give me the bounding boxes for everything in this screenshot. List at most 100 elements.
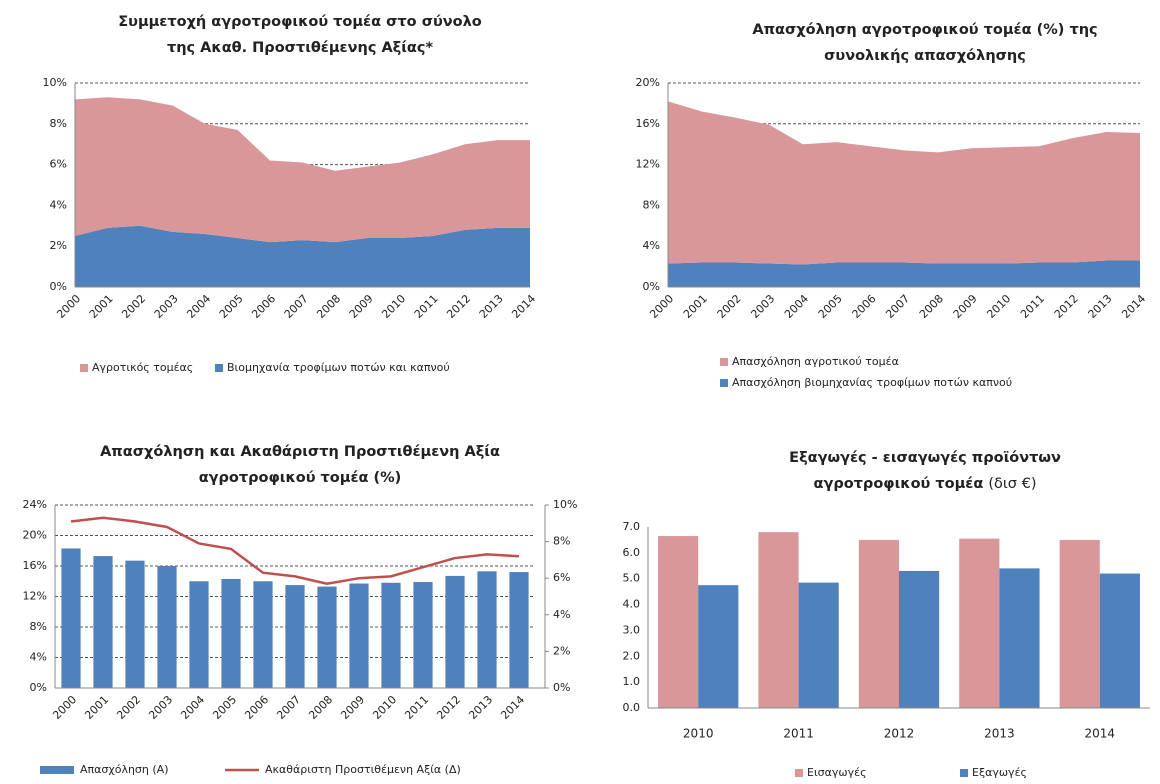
y-tick-label: 16% (23, 559, 47, 572)
x-tick-label: 2004 (184, 292, 213, 321)
line (70, 516, 520, 585)
x-tick-label: 2007 (274, 693, 303, 722)
x-tick-label: 2007 (883, 292, 912, 321)
x-tick-label: 2011 (783, 727, 814, 741)
y-tick-label: 0.0 (623, 701, 641, 714)
legend-marker (960, 769, 968, 777)
x-tick-label: 2005 (816, 292, 845, 321)
legend-marker (40, 766, 74, 774)
x-tick-label: 2000 (647, 292, 676, 321)
area (75, 97, 530, 243)
x-tick-label: 2005 (217, 292, 246, 321)
bar (61, 548, 81, 688)
y-tick-label: 5.0 (623, 572, 641, 585)
bar (381, 582, 401, 688)
x-tick-label: 2001 (82, 693, 111, 722)
x-tick-label: 2012 (444, 292, 473, 321)
x-tick-label: 2009 (338, 693, 367, 722)
x-tick-label: 2006 (249, 292, 278, 321)
x-tick-label: 2008 (917, 292, 946, 321)
y-tick-label: 8% (643, 198, 660, 211)
x-tick-label: 2011 (412, 292, 441, 321)
x-tick-label: 2014 (498, 693, 527, 722)
area (75, 225, 530, 287)
chart: Απασχόληση αγροτροφικού τομέα (%) της συν… (636, 22, 1149, 389)
x-tick-label: 2001 (681, 292, 710, 321)
y-tick-label: 12% (636, 158, 660, 171)
legend-marker (720, 358, 728, 366)
x-tick-label: 2000 (50, 693, 79, 722)
x-tick-label: 2010 (683, 727, 714, 741)
x-tick-label: 2002 (715, 292, 744, 321)
y-tick-label: 1.0 (623, 675, 641, 688)
chart-title: Απασχόληση και Ακαθάριστη Προστιθέμενη Α… (100, 444, 500, 460)
chart: Εξαγωγές - εισαγωγές προϊόντων αγροτροφικ… (623, 450, 1150, 779)
y-tick-label: 20% (23, 529, 47, 542)
x-tick-label: 2002 (119, 292, 148, 321)
y-tick-label: 16% (636, 117, 660, 130)
y2-tick-label: 2% (553, 644, 570, 657)
area (668, 101, 1140, 265)
bar (477, 571, 497, 688)
y2-tick-label: 0% (553, 681, 570, 694)
bar (798, 582, 839, 708)
legend-marker (720, 379, 728, 387)
bar (959, 538, 1000, 708)
legend-label: Εξαγωγές (972, 766, 1027, 779)
y2-tick-label: 4% (553, 608, 570, 621)
x-tick-label: 2012 (1052, 292, 1081, 321)
legend-label: Ακαθάριστη Προστιθέμενη Αξία (Δ) (265, 763, 461, 776)
x-tick-label: 2009 (347, 292, 376, 321)
bar (1099, 573, 1140, 708)
bar (899, 570, 940, 708)
x-tick-label: 2002 (114, 693, 143, 722)
y-tick-label: 2.0 (623, 649, 641, 662)
bar (349, 583, 369, 688)
area (668, 260, 1140, 287)
bar (758, 532, 799, 708)
y-tick-label: 6.0 (623, 546, 641, 559)
legend-label: Απασχόληση (Α) (80, 763, 168, 776)
y-tick-label: 0% (50, 280, 67, 293)
y2-tick-label: 6% (553, 571, 570, 584)
x-tick-label: 2003 (152, 292, 181, 321)
y-tick-label: 20% (636, 76, 660, 89)
chart-title: Εξαγωγές - εισαγωγές προϊόντων (789, 450, 1061, 466)
x-tick-label: 2014 (509, 292, 538, 321)
x-tick-label: 2005 (210, 693, 239, 722)
legend-label: Εισαγωγές (807, 766, 867, 779)
x-tick-label: 2008 (306, 693, 335, 722)
bar (93, 556, 113, 688)
y-tick-label: 0% (30, 681, 47, 694)
x-tick-label: 2010 (984, 292, 1013, 321)
y-tick-label: 10% (43, 76, 67, 89)
x-tick-label: 2013 (1086, 292, 1115, 321)
bar (285, 585, 305, 688)
legend-marker (215, 364, 223, 372)
x-tick-label: 2006 (850, 292, 879, 321)
x-tick-label: 2012 (434, 693, 463, 722)
x-tick-label: 2007 (282, 292, 311, 321)
x-tick-label: 2013 (984, 727, 1015, 741)
bar (157, 566, 177, 688)
x-tick-label: 2009 (951, 292, 980, 321)
bar (253, 581, 273, 688)
chart-title: αγροτροφικού τομέα (δισ €) (814, 476, 1037, 492)
x-tick-label: 2003 (748, 292, 777, 321)
chart-title: αγροτροφικού τομέα (%) (199, 470, 402, 486)
x-tick-label: 2013 (477, 292, 506, 321)
legend-label: Βιομηχανία τροφίμων ποτών και καπνού (227, 361, 450, 374)
bar (858, 539, 899, 708)
legend-label: Αγροτικός τομέας (92, 361, 193, 374)
x-tick-label: 2006 (242, 693, 271, 722)
y-tick-label: 3.0 (623, 623, 641, 636)
x-tick-label: 2001 (87, 292, 116, 321)
y-tick-label: 24% (23, 498, 47, 511)
chart: Απασχόληση και Ακαθάριστη Προστιθέμενη Α… (23, 444, 578, 776)
bar (698, 585, 739, 708)
chart-subtitle: (δισ €) (988, 476, 1036, 492)
x-tick-label: 2004 (178, 693, 207, 722)
x-tick-label: 2011 (402, 693, 431, 722)
bar (1059, 539, 1100, 708)
